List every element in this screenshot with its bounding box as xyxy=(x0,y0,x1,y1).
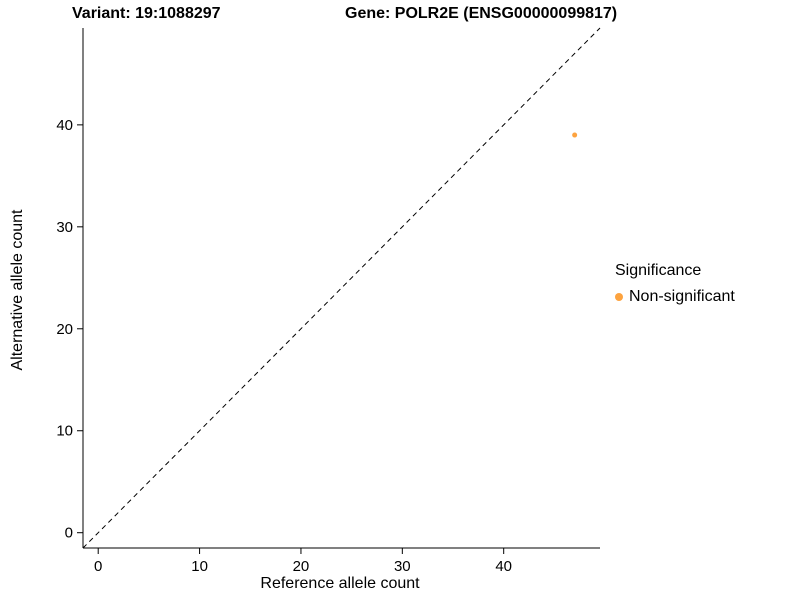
y-tick-label: 0 xyxy=(65,525,73,542)
legend-title: Significance xyxy=(615,262,702,279)
x-tick-label: 40 xyxy=(495,558,512,575)
x-axis-title: Reference allele count xyxy=(260,575,420,592)
gene-title: Gene: POLR2E (ENSG00000099817) xyxy=(345,5,618,22)
y-tick-label: 10 xyxy=(56,423,73,440)
legend-point-icon xyxy=(615,293,623,301)
variant-title: Variant: 19:1088297 xyxy=(72,5,221,22)
legend: Significance Non-significant xyxy=(615,262,735,306)
y-tick-label: 30 xyxy=(56,219,73,236)
y-tick-label: 20 xyxy=(56,321,73,338)
y-tick-label: 40 xyxy=(56,117,73,134)
legend-entry-label: Non-significant xyxy=(629,288,735,305)
x-tick-label: 30 xyxy=(394,558,411,575)
identity-line xyxy=(82,27,601,549)
y-axis-title: Alternative allele count xyxy=(9,209,26,371)
data-point xyxy=(572,132,578,138)
legend-entry: Non-significant xyxy=(615,288,735,306)
x-tick-label: 0 xyxy=(94,558,102,575)
x-tick-label: 10 xyxy=(191,558,208,575)
x-tick-label: 20 xyxy=(293,558,310,575)
